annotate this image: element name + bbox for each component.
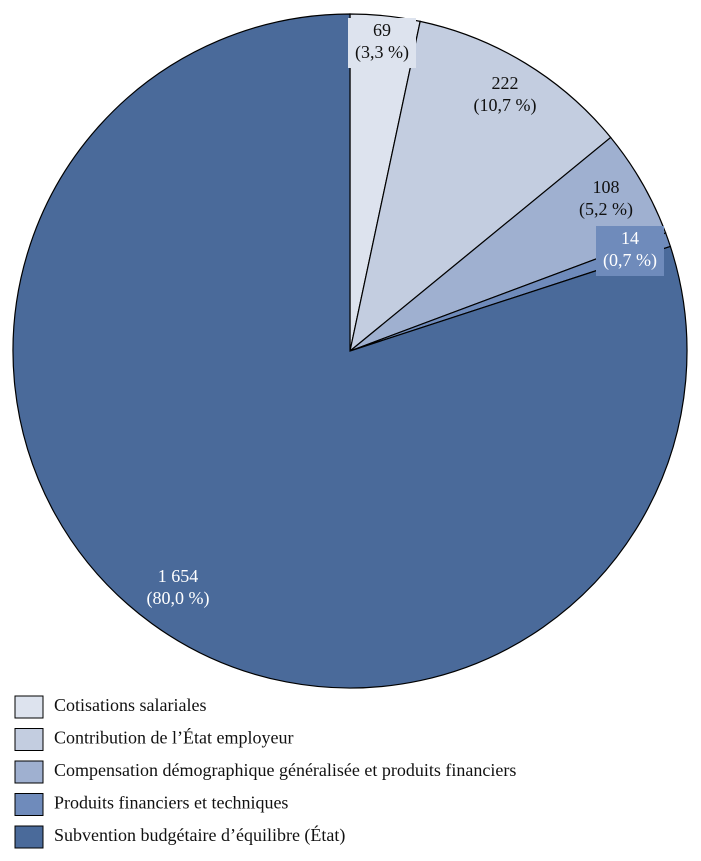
legend-label: Compensation démographique généralisée e… (54, 760, 516, 780)
legend-label: Contribution de l’État employeur (54, 727, 293, 748)
legend-swatch (14, 695, 44, 719)
legend-label: Produits financiers et techniques (54, 793, 288, 813)
legend-swatch (14, 793, 44, 816)
percent-label: (0,7 %) (603, 250, 657, 271)
value-label: 14 (621, 228, 639, 248)
value-label: 222 (492, 73, 519, 93)
percent-label: (80,0 %) (147, 588, 210, 609)
legend-swatch (14, 760, 44, 784)
label-box (596, 226, 664, 276)
pie-slice (349, 20, 612, 353)
label-box (348, 18, 416, 68)
legend-label: Subvention budgétaire d’équilibre (État) (54, 824, 345, 846)
value-label: 69 (373, 20, 391, 40)
percent-label: (5,2 %) (579, 199, 633, 220)
value-label: 1 654 (158, 566, 199, 586)
legend-label: Cotisations salariales (54, 695, 206, 715)
legend-swatch (14, 728, 44, 751)
percent-label: (10,7 %) (474, 95, 537, 116)
percent-label: (3,3 %) (355, 42, 409, 63)
pie-slice (12, 13, 688, 689)
value-label: 108 (593, 177, 620, 197)
legend-swatch (14, 825, 44, 849)
